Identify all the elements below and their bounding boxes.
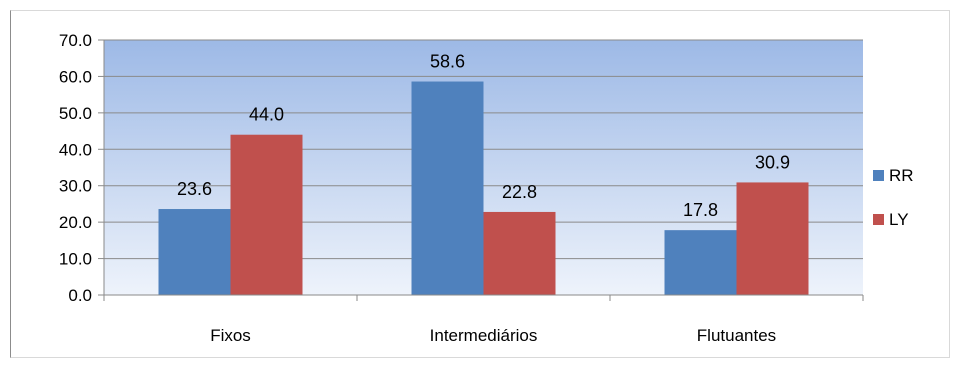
bar-rr bbox=[411, 81, 484, 296]
axes bbox=[98, 39, 864, 301]
data-label: 58.6 bbox=[430, 52, 465, 72]
y-tick-label: 60.0 bbox=[59, 67, 92, 86]
x-category-label: Flutuantes bbox=[697, 326, 776, 345]
data-label: 17.8 bbox=[683, 200, 718, 220]
bars bbox=[158, 81, 809, 296]
x-axis-categories: Fixos Intermediários Flutuantes bbox=[210, 326, 776, 345]
legend: RR LY bbox=[873, 166, 914, 229]
legend-swatch-ly bbox=[873, 214, 884, 225]
y-tick-label: 40.0 bbox=[59, 140, 92, 159]
legend-label-ly: LY bbox=[889, 210, 909, 229]
y-tick-label: 70.0 bbox=[59, 31, 92, 50]
y-tick-label: 0.0 bbox=[68, 286, 92, 305]
bar-ly bbox=[230, 134, 303, 295]
data-label: 22.8 bbox=[502, 182, 537, 202]
x-category-label: Intermediários bbox=[430, 326, 538, 345]
legend-label-rr: RR bbox=[889, 166, 914, 185]
bar-ly bbox=[736, 182, 809, 295]
legend-swatch-rr bbox=[873, 170, 884, 181]
y-tick-label: 50.0 bbox=[59, 104, 92, 123]
bar-ly bbox=[483, 211, 556, 295]
data-label: 44.0 bbox=[249, 105, 284, 125]
y-axis-ticks: 0.0 10.0 20.0 30.0 40.0 50.0 60.0 70.0 bbox=[59, 31, 92, 305]
data-labels: 23.6 44.0 58.6 22.8 17.8 30.9 bbox=[177, 52, 790, 221]
bar-rr bbox=[158, 209, 231, 295]
y-tick-label: 20.0 bbox=[59, 213, 92, 232]
x-category-label: Fixos bbox=[210, 326, 251, 345]
data-label: 23.6 bbox=[177, 179, 212, 199]
bar-rr bbox=[664, 230, 737, 295]
y-tick-label: 10.0 bbox=[59, 250, 92, 269]
y-tick-label: 30.0 bbox=[59, 177, 92, 196]
chart-frame bbox=[10, 10, 950, 358]
data-label: 30.9 bbox=[755, 152, 790, 172]
